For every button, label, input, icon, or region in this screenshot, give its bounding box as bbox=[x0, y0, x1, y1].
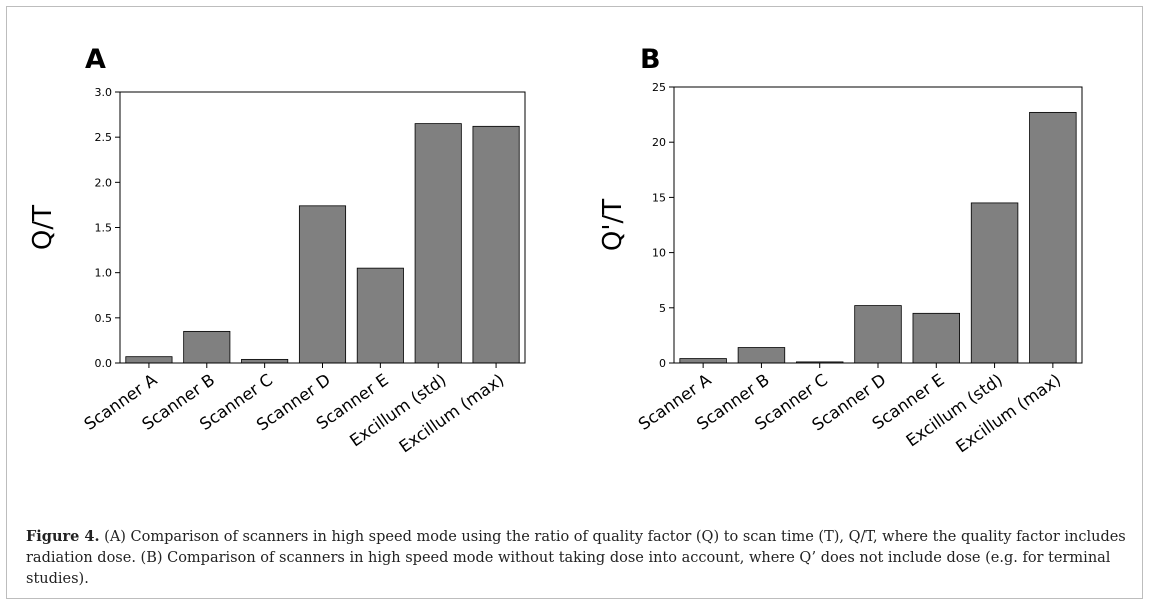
y-tick-label-b-6: 25 bbox=[652, 81, 666, 94]
bar-a-1 bbox=[125, 356, 173, 364]
bar-a-5 bbox=[356, 267, 404, 364]
plot-area-a bbox=[119, 91, 526, 364]
bar-b-1 bbox=[679, 358, 727, 364]
y-tick-label-b-4: 15 bbox=[652, 191, 666, 204]
y-axis-label-b: Q'/T bbox=[598, 199, 628, 251]
bar-b-2 bbox=[737, 347, 786, 364]
bar-b-4 bbox=[854, 305, 902, 364]
bar-b-7 bbox=[1029, 111, 1077, 364]
x-tick-label-a-7: Excillum (max) bbox=[396, 370, 508, 456]
x-tick-label-b-7: Excillum (max) bbox=[952, 370, 1064, 456]
y-tick-label-b-1: 0 bbox=[659, 357, 666, 370]
y-tick-label-b-3: 10 bbox=[652, 247, 666, 260]
bar-b-6 bbox=[970, 202, 1019, 364]
bar-a-3 bbox=[241, 358, 289, 364]
y-tick-label-a-7: 3.0 bbox=[95, 86, 113, 99]
panel-label-a: A bbox=[85, 44, 106, 75]
figure-caption: Figure 4. (A) Comparison of scanners in … bbox=[26, 526, 1126, 590]
caption-label: Figure 4. bbox=[26, 528, 100, 545]
caption-text: (A) Comparison of scanners in high speed… bbox=[26, 529, 1126, 587]
y-tick-label-a-2: 0.5 bbox=[95, 312, 113, 325]
y-tick-label-a-5: 2.0 bbox=[95, 176, 113, 189]
y-tick-label-a-3: 1.0 bbox=[95, 267, 113, 280]
y-tick-label-b-2: 5 bbox=[659, 302, 666, 315]
plot-area-b bbox=[673, 86, 1083, 364]
panel-label-b: B bbox=[640, 44, 661, 75]
y-tick-label-a-1: 0.0 bbox=[95, 357, 113, 370]
bar-a-6 bbox=[414, 123, 462, 364]
figure-frame bbox=[6, 6, 1143, 599]
y-tick-label-b-5: 20 bbox=[652, 136, 666, 149]
bar-b-5 bbox=[912, 312, 961, 364]
bar-a-4 bbox=[298, 205, 347, 364]
y-tick-label-a-4: 1.5 bbox=[95, 222, 113, 235]
bar-a-7 bbox=[472, 125, 520, 364]
y-tick-label-a-6: 2.5 bbox=[95, 131, 113, 144]
y-axis-label-a: Q/T bbox=[28, 205, 58, 250]
bar-a-2 bbox=[183, 330, 231, 364]
